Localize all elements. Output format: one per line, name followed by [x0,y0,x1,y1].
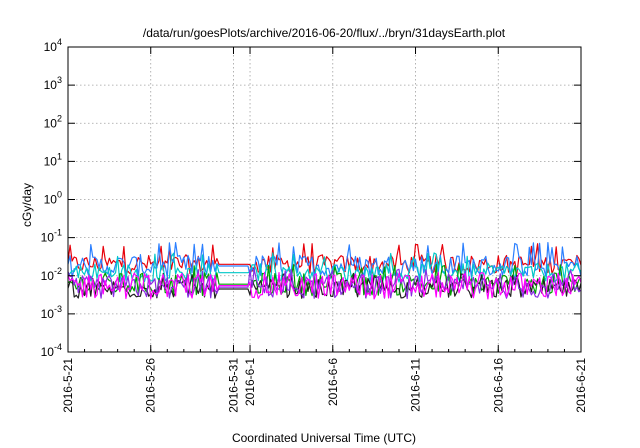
series-line-7 [67,271,582,300]
y-tick-label: 104 [44,37,62,54]
x-tick-label: 2016-5-26 [144,358,158,413]
series-layer [67,242,582,300]
series-line-1 [67,243,582,275]
x-tick-label: 2016-6-16 [491,358,505,413]
y-tick-label: 103 [44,75,62,92]
x-tick-labels: 2016-5-21 2016-5-26 2016-5-31 2016-6-1 2016-… [61,358,588,413]
y-axis-title: cGy/day [20,183,34,227]
x-tick-label: 2016-6-6 [326,358,340,406]
x-tick-label: 2016-6-21 [574,358,588,413]
series-line-3 [67,252,582,283]
y-tick-label: 10-4 [41,342,62,359]
y-tick-labels: 10-4 10-3 10-2 10-1 100 101 102 103 104 [41,37,62,359]
y-tick-label: 100 [44,190,62,207]
y-tick-label: 10-3 [41,304,62,321]
x-axis-title: Coordinated Universal Time (UTC) [232,431,416,445]
y-tick-label: 101 [44,151,62,168]
y-tick-label: 102 [44,113,62,130]
x-tick-label: 2016-5-21 [61,358,75,413]
y-tick-label: 10-1 [41,228,62,245]
ticks [67,46,582,353]
x-tick-label: 2016-5-31 [226,358,240,413]
chart-title: /data/run/goesPlots/archive/2016-06-20/f… [143,26,506,40]
y-tick-label: 10-2 [41,266,62,283]
grid [68,47,581,352]
x-tick-label: 2016-6-11 [409,358,423,412]
x-tick-label: 2016-6-1 [243,358,257,406]
